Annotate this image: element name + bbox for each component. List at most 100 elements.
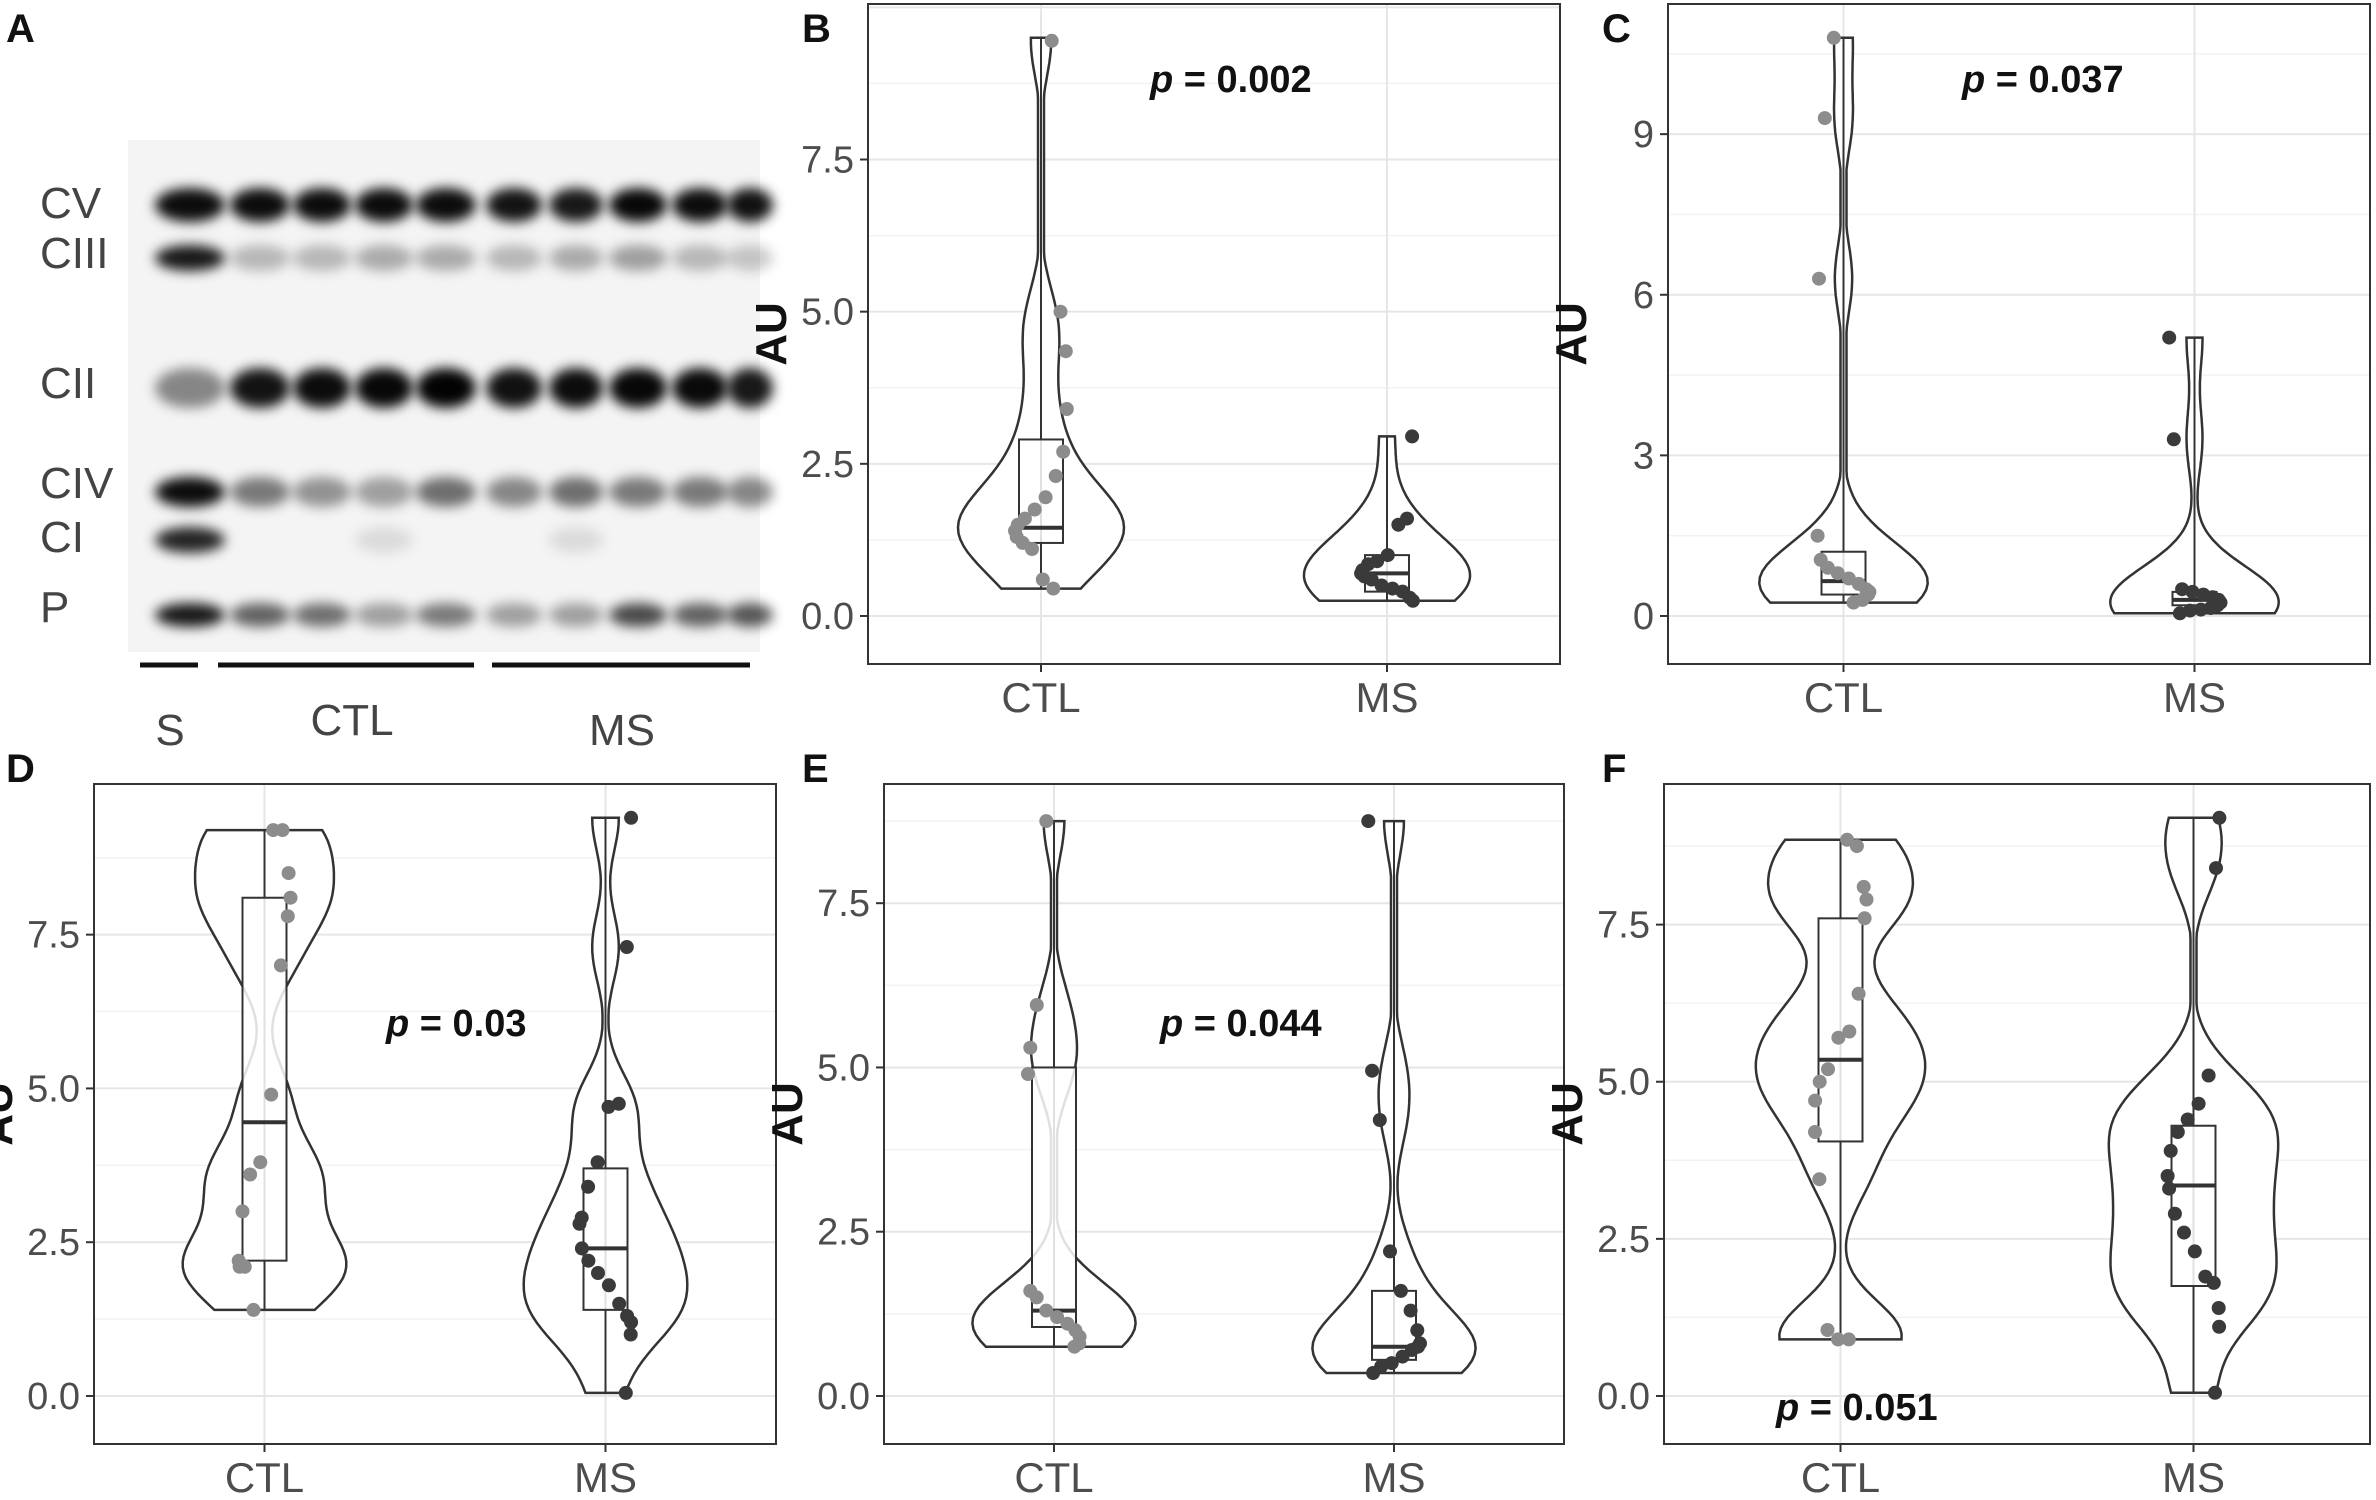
blot-band-p-lane-5 [416, 603, 476, 627]
blot-band-civ-lane-3 [293, 477, 351, 507]
panel-b-ctl-point [1035, 572, 1050, 587]
blot-band-ci-lane-7 [549, 527, 603, 553]
panel-e-panel-border [883, 783, 1565, 1445]
blot-band-cii-lane-8 [609, 368, 667, 408]
panel-e-ms-point [1395, 1349, 1410, 1364]
blot-band-p-lane-9 [672, 603, 728, 627]
panel-d-ctl-point [273, 958, 288, 973]
panel-c-y-axis-title: AU [1547, 302, 1596, 366]
blot-band-p-lane-6 [486, 603, 542, 627]
panel-c-panel-border [1667, 3, 2371, 665]
panel-b-ms-point [1405, 429, 1420, 444]
panel-e-ms-point [1410, 1323, 1425, 1338]
panel-f-ctl-point [1808, 1125, 1822, 1139]
panel-f-ms-point [2167, 1206, 2182, 1221]
panel-e-ms-point [1366, 1366, 1381, 1380]
panel-b-ctl-point [1046, 581, 1061, 596]
panel-f-ms-point [2160, 1169, 2175, 1183]
group-label-s: S [155, 706, 184, 755]
panel-d-x-category-label: CTL [225, 1454, 304, 1500]
panel-b-ctl-point [1048, 469, 1063, 483]
panel-c-ctl-point [1826, 30, 1841, 45]
panel-d-ms-point [601, 1278, 616, 1293]
blot-band-cv-lane-4 [355, 188, 413, 222]
blot-band-civ-lane-7 [549, 477, 603, 507]
blot-band-p-lane-4 [355, 603, 413, 627]
blot-band-cv-lane-6 [486, 188, 542, 222]
panel-f-ctl-point [1821, 1062, 1835, 1077]
panel-e-ctl-point [1023, 1040, 1038, 1055]
blot-band-ciii-lane-4 [355, 245, 413, 271]
panel-e-ctl-point [1050, 1310, 1065, 1325]
panel-e-p-symbol: p [1159, 1003, 1183, 1045]
panel-d-y-axis-title: AU [0, 1082, 22, 1146]
panel-d-y-tick-label: 0.0 [27, 1376, 80, 1418]
blot-band-civ-lane-4 [355, 477, 413, 507]
panel-f-ctl-point [1808, 1093, 1823, 1108]
panel-a: A CV CIII CII CIV CI P S CTL MS [6, 7, 773, 755]
panel-f-ctl-point [1859, 892, 1874, 907]
panel-f-ctl-point [1831, 1332, 1845, 1347]
panel-d-ctl-point [235, 1204, 250, 1219]
panel-e-ctl-point [1029, 1290, 1044, 1305]
panel-b: B 0.0 2.5 5.0 7.5 CTL MS AU p = 0.002 [747, 3, 1561, 721]
panel-d-p-value-text: = 0.03 [409, 1003, 526, 1045]
band-label-ciii: CIII [40, 229, 108, 278]
panel-f-ctl-point [1820, 1323, 1835, 1337]
panel-c-p-symbol: p [1961, 59, 1985, 101]
panel-f-ctl-point [1812, 1074, 1827, 1089]
panel-b-ctl-point [1058, 344, 1073, 359]
panel-b-ms-point [1405, 593, 1420, 608]
blot-band-ciii-lane-2 [230, 245, 290, 271]
blot-band-ciii-lane-8 [609, 245, 667, 271]
panel-e-ms-point [1393, 1283, 1408, 1298]
blot-band-ci-lane-1 [155, 527, 225, 553]
panel-d-ctl-point [283, 890, 298, 905]
panel-letter-f: F [1602, 747, 1626, 791]
blot-band-ciii-lane-5 [416, 245, 476, 271]
panel-c-ctl-point [1846, 595, 1861, 610]
panel-f-p-value: p = 0.051 [1775, 1387, 1938, 1429]
panel-d-y-tick-label: 2.5 [27, 1222, 80, 1264]
panel-c-x-category-label: MS [2163, 674, 2226, 721]
panel-f-ms-point [2170, 1125, 2185, 1139]
panel-d-ms-point [591, 1266, 605, 1280]
panel-b-x-category-label: MS [1356, 674, 1419, 721]
panel-b-ms-point [1380, 548, 1395, 563]
blot-band-civ-lane-10 [727, 477, 773, 507]
panel-d-ms-point [623, 1327, 638, 1342]
panel-d-ctl-point [280, 909, 295, 924]
panel-f-ctl-point [1812, 1172, 1827, 1187]
blot-band-cii-lane-3 [293, 368, 351, 408]
panel-e-y-axis-title: AU [763, 1082, 812, 1146]
panel-f-y-tick-label: 2.5 [1597, 1219, 1650, 1261]
panel-d-ms-point [619, 940, 634, 954]
blot-band-p-lane-8 [609, 603, 667, 627]
panel-d-ms-point [574, 1241, 589, 1256]
blot-band-p-lane-2 [230, 603, 290, 627]
panel-b-ctl-point [1038, 490, 1053, 505]
panel-d-ctl-box [241, 896, 288, 1262]
panel-b-y-tick-label: 5.0 [801, 292, 854, 334]
panel-letter-e: E [802, 747, 829, 791]
panel-f-ms-point [2191, 1096, 2206, 1111]
panel-f-ms-point [2180, 1112, 2195, 1127]
blot-band-ciii-lane-7 [549, 245, 603, 271]
panel-b-ctl-point [1059, 402, 1074, 416]
band-label-civ: CIV [40, 459, 114, 508]
blot-band-p-lane-10 [727, 603, 773, 627]
panel-e-ms-point [1383, 1244, 1397, 1259]
panel-b-ms-point [1374, 578, 1389, 593]
blot-band-cv-lane-1 [155, 188, 225, 222]
panel-c-ctl-point [1812, 271, 1826, 286]
panel-e-ms-point [1384, 1356, 1399, 1371]
panel-e-ctl-point [1067, 1339, 1082, 1354]
panel-f-ctl-point [1856, 879, 1871, 894]
blot-band-cii-lane-10 [727, 368, 773, 408]
panel-d-ms-point [581, 1179, 596, 1194]
panel-e-ms-point [1365, 1063, 1380, 1078]
panel-d-ctl-point [243, 1167, 258, 1182]
panel-f-x-category-label: MS [2162, 1454, 2225, 1500]
blot-band-ciii-lane-10 [727, 245, 773, 271]
panel-f-ctl-point [1842, 1024, 1857, 1039]
